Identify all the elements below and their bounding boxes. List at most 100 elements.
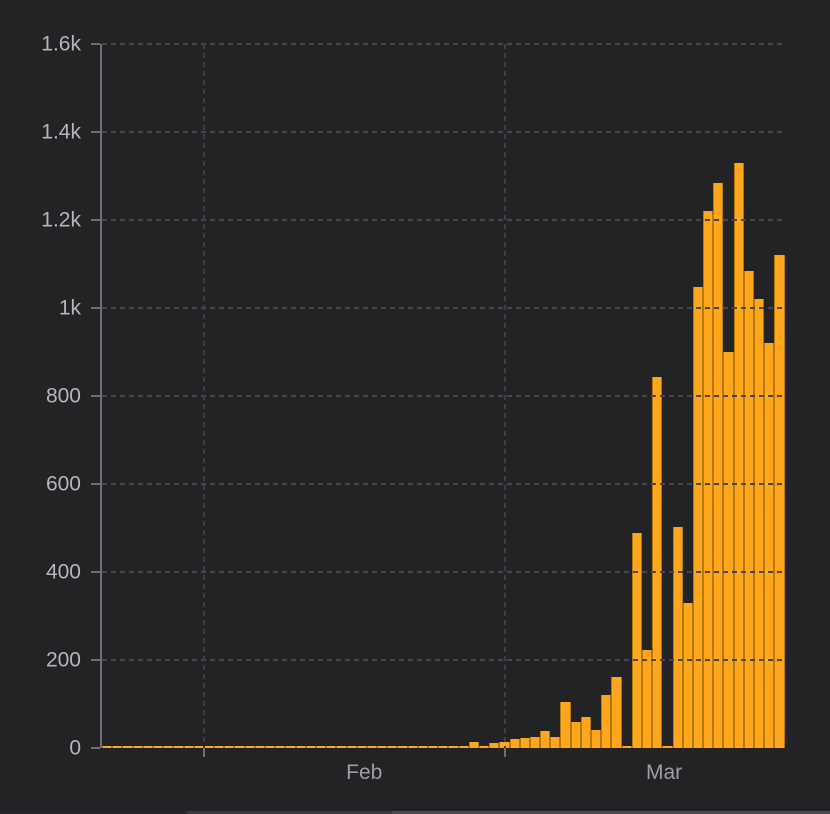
h-gridline xyxy=(102,131,785,133)
bar[interactable] xyxy=(346,746,357,748)
v-gridline xyxy=(202,44,205,748)
y-axis-label: 600 xyxy=(45,472,81,496)
bar[interactable] xyxy=(519,737,530,748)
bar[interactable] xyxy=(703,210,714,748)
bar[interactable] xyxy=(560,701,571,748)
y-axis-tick xyxy=(91,659,100,661)
bar[interactable] xyxy=(152,746,164,748)
bar[interactable] xyxy=(224,746,235,748)
bar[interactable] xyxy=(244,746,255,748)
bar[interactable] xyxy=(315,746,327,748)
bar[interactable] xyxy=(407,746,418,748)
bar[interactable] xyxy=(183,746,194,748)
bar[interactable] xyxy=(621,746,632,748)
bar[interactable] xyxy=(234,746,245,748)
bar[interactable] xyxy=(132,746,143,748)
y-axis-label: 200 xyxy=(45,648,81,672)
bar[interactable] xyxy=(764,343,775,748)
v-gridline xyxy=(503,44,506,748)
bar[interactable] xyxy=(682,602,693,748)
bar[interactable] xyxy=(601,695,612,748)
bar[interactable] xyxy=(478,745,490,748)
y-axis-label: 1.6k xyxy=(41,32,81,56)
bar[interactable] xyxy=(509,738,520,748)
bar[interactable] xyxy=(489,742,500,748)
bar[interactable] xyxy=(468,742,479,748)
y-axis-tick xyxy=(91,219,100,221)
bar[interactable] xyxy=(336,746,347,748)
x-axis-tick xyxy=(202,748,205,757)
bar[interactable] xyxy=(102,746,113,748)
bar[interactable] xyxy=(275,746,286,748)
bar[interactable] xyxy=(254,746,265,748)
y-axis-tick xyxy=(91,747,100,749)
bar[interactable] xyxy=(397,746,408,748)
bar[interactable] xyxy=(122,746,133,748)
plot-area: 0 200 400 600 800 1k 1.2k 1.4k 1.6k Feb Mar xyxy=(41,34,785,783)
y-axis-label: 400 xyxy=(45,560,81,584)
bar[interactable] xyxy=(570,722,581,748)
bottom-divider-left xyxy=(0,811,187,814)
bar[interactable] xyxy=(142,746,153,748)
bar[interactable] xyxy=(550,736,561,748)
y-axis-tick xyxy=(91,483,100,485)
bar[interactable] xyxy=(173,746,184,748)
h-gridline xyxy=(102,219,785,221)
bar[interactable] xyxy=(305,746,316,748)
bar[interactable] xyxy=(611,677,622,748)
bar[interactable] xyxy=(163,746,174,748)
bar[interactable] xyxy=(529,736,541,748)
bar[interactable] xyxy=(631,532,642,748)
bar[interactable] xyxy=(692,286,704,748)
h-gridline xyxy=(102,395,785,397)
bar-series xyxy=(102,44,785,748)
bar[interactable] xyxy=(743,270,754,748)
bar[interactable] xyxy=(672,527,683,748)
bar[interactable] xyxy=(377,746,388,748)
x-axis-label-mar: Mar xyxy=(646,761,683,784)
bottom-divider-right xyxy=(392,811,830,814)
y-axis-label: 1.2k xyxy=(41,208,81,232)
bar[interactable] xyxy=(203,746,215,748)
bar[interactable] xyxy=(591,729,602,748)
y-axis-line xyxy=(100,44,102,748)
bar[interactable] xyxy=(652,377,663,748)
bar[interactable] xyxy=(428,746,439,748)
bar[interactable] xyxy=(112,746,123,748)
bar[interactable] xyxy=(265,746,276,748)
h-gridline xyxy=(102,307,785,309)
bar[interactable] xyxy=(366,746,378,748)
bottom-divider-mid xyxy=(187,811,392,814)
y-axis-label: 800 xyxy=(45,384,81,408)
bar[interactable] xyxy=(713,183,724,748)
bar[interactable] xyxy=(214,746,225,748)
x-axis-tick xyxy=(503,748,506,757)
bar[interactable] xyxy=(723,352,734,748)
y-axis-tick xyxy=(91,307,100,309)
bar[interactable] xyxy=(438,746,449,748)
h-gridline xyxy=(102,571,785,573)
h-gridline xyxy=(102,483,785,485)
bar[interactable] xyxy=(326,746,337,748)
y-axis-tick xyxy=(91,571,100,573)
h-gridline xyxy=(102,659,785,661)
bar[interactable] xyxy=(641,650,653,748)
y-axis-label: 1k xyxy=(58,296,81,320)
y-axis-tick xyxy=(91,395,100,397)
bar[interactable] xyxy=(356,746,367,748)
bar[interactable] xyxy=(387,746,398,748)
h-gridline xyxy=(102,43,785,45)
bar[interactable] xyxy=(662,746,673,748)
bar[interactable] xyxy=(580,717,591,748)
bar[interactable] xyxy=(417,746,428,748)
bar[interactable] xyxy=(285,746,296,748)
bar[interactable] xyxy=(458,746,469,748)
bar[interactable] xyxy=(733,162,744,748)
bar[interactable] xyxy=(295,746,306,748)
bar[interactable] xyxy=(774,255,785,748)
bar[interactable] xyxy=(448,746,459,748)
y-axis-tick xyxy=(91,131,100,133)
bar[interactable] xyxy=(754,299,765,748)
bar[interactable] xyxy=(540,730,551,748)
